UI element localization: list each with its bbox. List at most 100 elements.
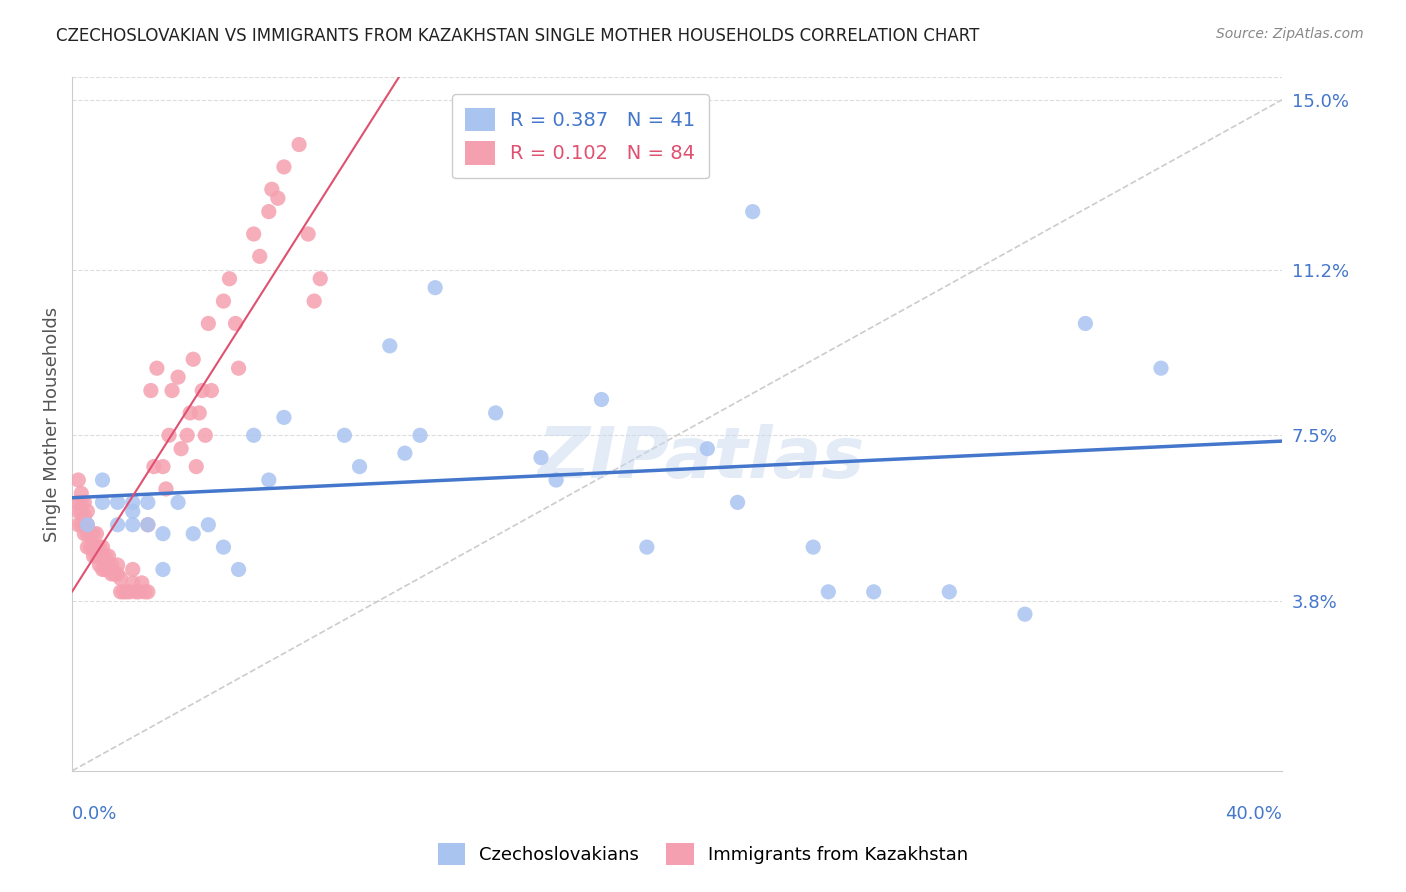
- Point: [302, 294, 325, 309]
- Point: [186, 459, 208, 474]
- Point: [197, 517, 219, 532]
- Point: [70, 517, 93, 532]
- Point: [146, 361, 169, 376]
- Point: [152, 459, 174, 474]
- Point: [107, 558, 129, 572]
- Point: [297, 227, 319, 241]
- Point: [76, 517, 98, 532]
- Point: [257, 204, 280, 219]
- Point: [152, 562, 174, 576]
- Point: [273, 410, 295, 425]
- Point: [121, 495, 143, 509]
- Point: [136, 495, 159, 509]
- Point: [121, 575, 143, 590]
- Point: [176, 428, 198, 442]
- Point: [530, 450, 553, 465]
- Point: [938, 584, 960, 599]
- Point: [121, 517, 143, 532]
- Point: [167, 495, 190, 509]
- Point: [200, 384, 222, 398]
- Point: [1014, 607, 1036, 622]
- Point: [194, 428, 217, 442]
- Point: [333, 428, 356, 442]
- Point: [817, 584, 839, 599]
- Text: CZECHOSLOVAKIAN VS IMMIGRANTS FROM KAZAKHSTAN SINGLE MOTHER HOUSEHOLDS CORRELATI: CZECHOSLOVAKIAN VS IMMIGRANTS FROM KAZAK…: [56, 27, 980, 45]
- Point: [91, 549, 114, 563]
- Point: [170, 442, 193, 456]
- Point: [79, 540, 101, 554]
- Point: [179, 406, 201, 420]
- Point: [197, 317, 219, 331]
- Point: [91, 495, 114, 509]
- Point: [86, 540, 108, 554]
- Point: [110, 571, 132, 585]
- Point: [136, 517, 159, 532]
- Point: [225, 317, 247, 331]
- Point: [228, 562, 250, 576]
- Legend: R = 0.387   N = 41, R = 0.102   N = 84: R = 0.387 N = 41, R = 0.102 N = 84: [451, 94, 709, 178]
- Point: [70, 504, 93, 518]
- Point: [67, 504, 90, 518]
- Point: [1150, 361, 1173, 376]
- Point: [394, 446, 416, 460]
- Point: [309, 271, 332, 285]
- Point: [139, 384, 162, 398]
- Point: [91, 562, 114, 576]
- Point: [76, 504, 98, 518]
- Text: ZIPatlas: ZIPatlas: [537, 425, 865, 493]
- Point: [79, 526, 101, 541]
- Point: [349, 459, 371, 474]
- Point: [218, 271, 240, 285]
- Point: [267, 191, 290, 205]
- Point: [89, 540, 111, 554]
- Point: [67, 517, 90, 532]
- Point: [73, 517, 96, 532]
- Point: [142, 459, 165, 474]
- Point: [155, 482, 177, 496]
- Point: [136, 584, 159, 599]
- Point: [89, 549, 111, 563]
- Point: [94, 562, 117, 576]
- Point: [94, 549, 117, 563]
- Point: [288, 137, 311, 152]
- Point: [1074, 317, 1097, 331]
- Point: [100, 558, 122, 572]
- Point: [125, 584, 148, 599]
- Point: [423, 281, 446, 295]
- Text: 40.0%: 40.0%: [1225, 805, 1282, 823]
- Point: [73, 495, 96, 509]
- Point: [212, 540, 235, 554]
- Point: [191, 384, 214, 398]
- Point: [862, 584, 884, 599]
- Point: [188, 406, 211, 420]
- Point: [546, 473, 568, 487]
- Point: [97, 549, 120, 563]
- Point: [378, 339, 401, 353]
- Point: [591, 392, 613, 407]
- Point: [273, 160, 295, 174]
- Point: [212, 294, 235, 309]
- Point: [134, 584, 156, 599]
- Point: [136, 517, 159, 532]
- Point: [76, 540, 98, 554]
- Point: [118, 584, 141, 599]
- Point: [128, 584, 150, 599]
- Point: [727, 495, 749, 509]
- Point: [152, 526, 174, 541]
- Point: [86, 549, 108, 563]
- Point: [82, 540, 104, 554]
- Point: [242, 227, 264, 241]
- Point: [160, 384, 183, 398]
- Point: [97, 562, 120, 576]
- Point: [67, 495, 90, 509]
- Point: [741, 204, 763, 219]
- Point: [107, 495, 129, 509]
- Y-axis label: Single Mother Households: Single Mother Households: [44, 307, 60, 541]
- Point: [242, 428, 264, 442]
- Point: [409, 428, 432, 442]
- Point: [103, 566, 125, 581]
- Point: [110, 584, 132, 599]
- Point: [89, 558, 111, 572]
- Point: [249, 249, 271, 263]
- Point: [181, 352, 204, 367]
